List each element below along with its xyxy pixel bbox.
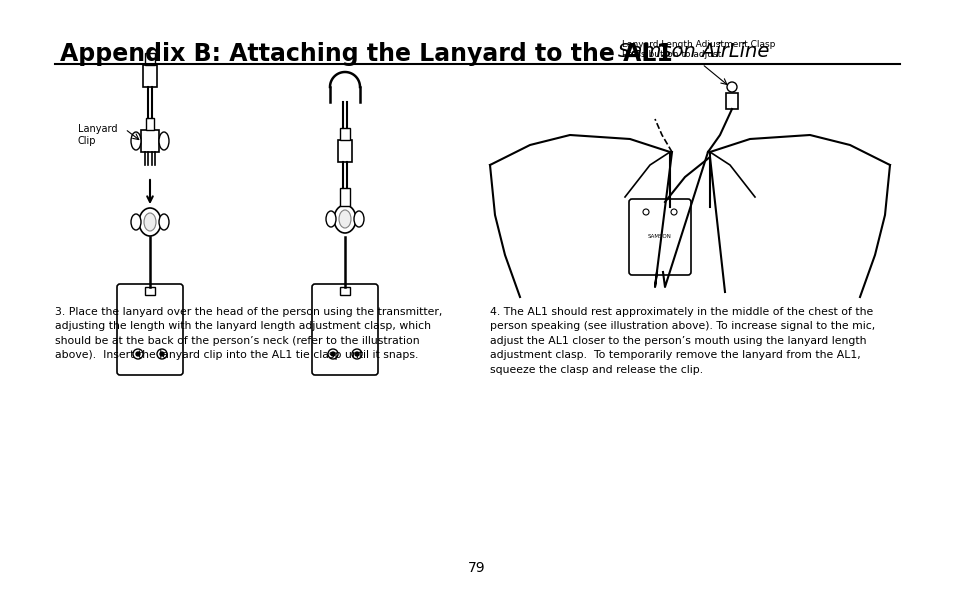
Ellipse shape — [338, 210, 351, 228]
FancyBboxPatch shape — [312, 284, 377, 375]
Circle shape — [132, 349, 143, 359]
Text: Lanyard Length Adjustment Clasp
Press button to adjust: Lanyard Length Adjustment Clasp Press bu… — [621, 39, 775, 59]
Text: Lanyard
Clip: Lanyard Clip — [78, 124, 117, 146]
Text: Appendix B: Attaching the Lanyard to the AL1: Appendix B: Attaching the Lanyard to the… — [60, 42, 672, 66]
Text: Samson AirLine: Samson AirLine — [618, 42, 768, 61]
Bar — [337, 140, 352, 162]
Circle shape — [136, 352, 140, 356]
Bar — [141, 130, 159, 152]
Text: 79: 79 — [468, 561, 485, 575]
Ellipse shape — [334, 205, 355, 233]
Bar — [339, 188, 350, 206]
Circle shape — [670, 209, 677, 215]
Bar — [725, 93, 738, 109]
Ellipse shape — [159, 214, 169, 230]
Text: 4. The AL1 should rest approximately in the middle of the chest of the
person sp: 4. The AL1 should rest approximately in … — [490, 307, 874, 374]
Ellipse shape — [326, 211, 335, 227]
Circle shape — [642, 209, 648, 215]
Bar — [339, 128, 350, 140]
Circle shape — [331, 352, 335, 356]
Circle shape — [726, 82, 737, 92]
Text: 3. Place the lanyard over the head of the person using the transmitter,
adjustin: 3. Place the lanyard over the head of th… — [55, 307, 442, 360]
Ellipse shape — [144, 213, 156, 231]
Ellipse shape — [131, 214, 141, 230]
Bar — [145, 53, 154, 65]
Bar — [146, 118, 153, 130]
Circle shape — [328, 349, 337, 359]
Bar — [145, 287, 154, 295]
FancyBboxPatch shape — [117, 284, 183, 375]
Ellipse shape — [354, 211, 364, 227]
Ellipse shape — [159, 132, 169, 150]
Circle shape — [160, 352, 164, 356]
Ellipse shape — [139, 208, 161, 236]
Circle shape — [355, 352, 358, 356]
Text: SAMSON: SAMSON — [647, 235, 671, 239]
Bar — [339, 287, 350, 295]
Circle shape — [352, 349, 361, 359]
Ellipse shape — [131, 132, 141, 150]
Circle shape — [157, 349, 167, 359]
FancyBboxPatch shape — [628, 199, 690, 275]
Bar — [143, 65, 157, 87]
